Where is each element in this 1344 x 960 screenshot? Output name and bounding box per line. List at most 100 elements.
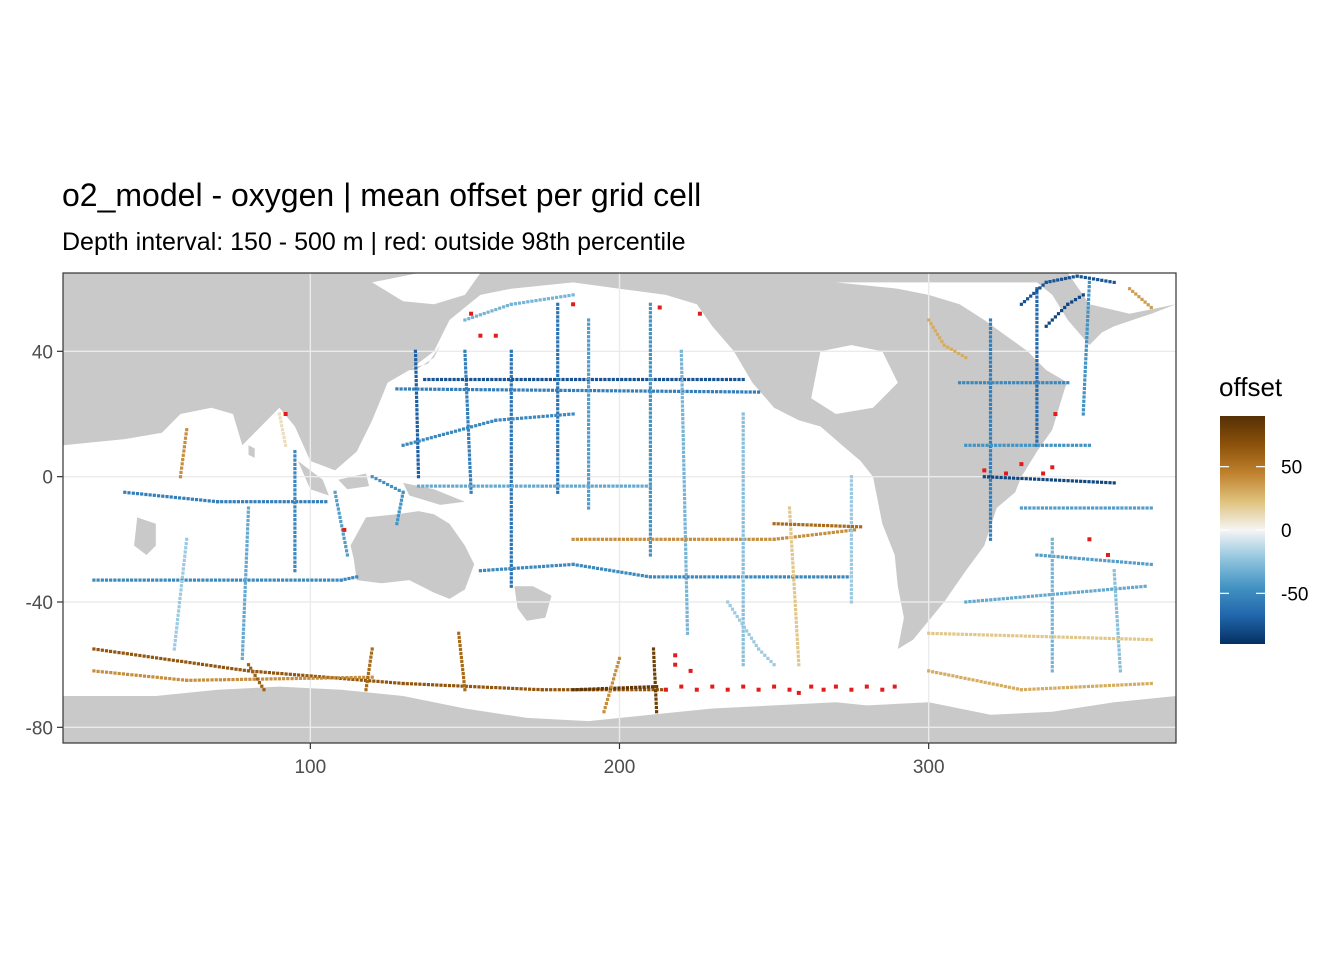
grid-cell bbox=[648, 365, 652, 369]
grid-cell bbox=[684, 551, 688, 555]
grid-cell bbox=[92, 578, 96, 582]
grid-cell bbox=[849, 554, 853, 558]
grid-cell bbox=[180, 466, 184, 470]
grid-cell bbox=[834, 524, 838, 528]
grid-cell bbox=[731, 390, 735, 394]
grid-cell bbox=[466, 411, 470, 416]
grid-cell bbox=[1035, 431, 1039, 435]
grid-cell bbox=[951, 674, 955, 678]
grid-cell bbox=[793, 599, 797, 603]
chart-subtitle: Depth interval: 150 - 500 m | red: outsi… bbox=[62, 228, 686, 256]
grid-cell bbox=[556, 369, 560, 373]
grid-cell bbox=[1044, 686, 1049, 691]
grid-cell bbox=[1050, 618, 1054, 622]
grid-cell bbox=[355, 678, 359, 682]
grid-cell bbox=[787, 506, 792, 510]
grid-cell bbox=[509, 353, 513, 358]
grid-cell bbox=[1032, 381, 1037, 385]
outlier-cell bbox=[1004, 471, 1008, 476]
grid-cell bbox=[788, 510, 792, 514]
grid-cell bbox=[571, 293, 575, 297]
grid-cell bbox=[952, 632, 956, 636]
offset-track bbox=[1019, 274, 1116, 306]
grid-cell bbox=[1103, 506, 1107, 510]
grid-cell bbox=[988, 352, 993, 356]
grid-cell bbox=[378, 479, 382, 483]
grid-cell bbox=[1069, 635, 1074, 639]
grid-cell bbox=[239, 578, 243, 582]
grid-cell bbox=[109, 649, 113, 653]
grid-cell bbox=[1015, 687, 1019, 691]
grid-cell bbox=[209, 578, 213, 582]
grid-cell bbox=[575, 563, 579, 567]
grid-cell bbox=[579, 687, 584, 691]
grid-cell bbox=[849, 562, 853, 566]
offset-track bbox=[246, 663, 266, 692]
grid-cell bbox=[509, 362, 513, 366]
grid-cell bbox=[587, 502, 591, 506]
grid-cell bbox=[422, 682, 426, 686]
grid-cell bbox=[741, 650, 745, 654]
grid-cell bbox=[1083, 365, 1087, 369]
grid-cell bbox=[985, 598, 989, 602]
grid-cell bbox=[587, 422, 591, 426]
grid-cell bbox=[584, 389, 588, 393]
grid-cell bbox=[973, 633, 977, 637]
grid-cell bbox=[1128, 637, 1132, 641]
grid-cell bbox=[1035, 316, 1039, 320]
grid-cell bbox=[509, 479, 513, 483]
grid-cell bbox=[493, 484, 497, 488]
grid-cell bbox=[587, 414, 591, 418]
grid-cell bbox=[1068, 591, 1072, 595]
grid-cell bbox=[718, 537, 722, 541]
grid-cell bbox=[1053, 381, 1057, 385]
grid-cell bbox=[459, 651, 463, 656]
grid-cell bbox=[322, 578, 327, 582]
grid-cell bbox=[393, 486, 397, 490]
grid-cell bbox=[1086, 636, 1090, 640]
grid-cell bbox=[476, 484, 480, 488]
grid-cell bbox=[648, 490, 652, 494]
grid-cell bbox=[100, 648, 104, 652]
grid-cell bbox=[125, 578, 130, 582]
grid-cell bbox=[755, 537, 759, 541]
grid-cell bbox=[1061, 506, 1065, 510]
grid-cell bbox=[949, 347, 953, 351]
grid-cell bbox=[634, 537, 638, 541]
grid-cell bbox=[1024, 506, 1028, 510]
grid-cell bbox=[571, 412, 575, 416]
grid-cell bbox=[1035, 422, 1039, 426]
grid-cell bbox=[309, 674, 313, 678]
grid-cell bbox=[1065, 685, 1070, 690]
x-tick-label: 200 bbox=[604, 757, 636, 778]
x-tick-label: 100 bbox=[294, 757, 326, 778]
grid-cell bbox=[1084, 357, 1088, 361]
grid-cell bbox=[663, 537, 667, 541]
grid-cell bbox=[683, 518, 687, 522]
grid-cell bbox=[968, 443, 972, 447]
grid-cell bbox=[681, 450, 686, 454]
grid-cell bbox=[789, 536, 793, 540]
grid-cell bbox=[556, 311, 560, 315]
grid-cell bbox=[741, 537, 745, 541]
grid-cell bbox=[1149, 638, 1153, 642]
grid-cell bbox=[556, 474, 560, 478]
grid-cell bbox=[639, 389, 643, 393]
grid-cell bbox=[587, 456, 591, 460]
grid-cell bbox=[648, 520, 652, 524]
grid-cell bbox=[681, 417, 685, 421]
grid-cell bbox=[1099, 684, 1103, 688]
grid-cell bbox=[698, 390, 702, 394]
grid-cell bbox=[741, 462, 745, 466]
grid-cell bbox=[458, 387, 462, 392]
grid-cell bbox=[557, 484, 561, 488]
grid-cell bbox=[648, 428, 652, 432]
grid-cell bbox=[509, 442, 513, 446]
grid-cell bbox=[793, 603, 797, 607]
grid-cell bbox=[819, 532, 823, 536]
grid-cell bbox=[988, 373, 993, 377]
grid-cell bbox=[92, 647, 96, 651]
grid-cell bbox=[144, 492, 148, 497]
grid-cell bbox=[1145, 637, 1149, 642]
